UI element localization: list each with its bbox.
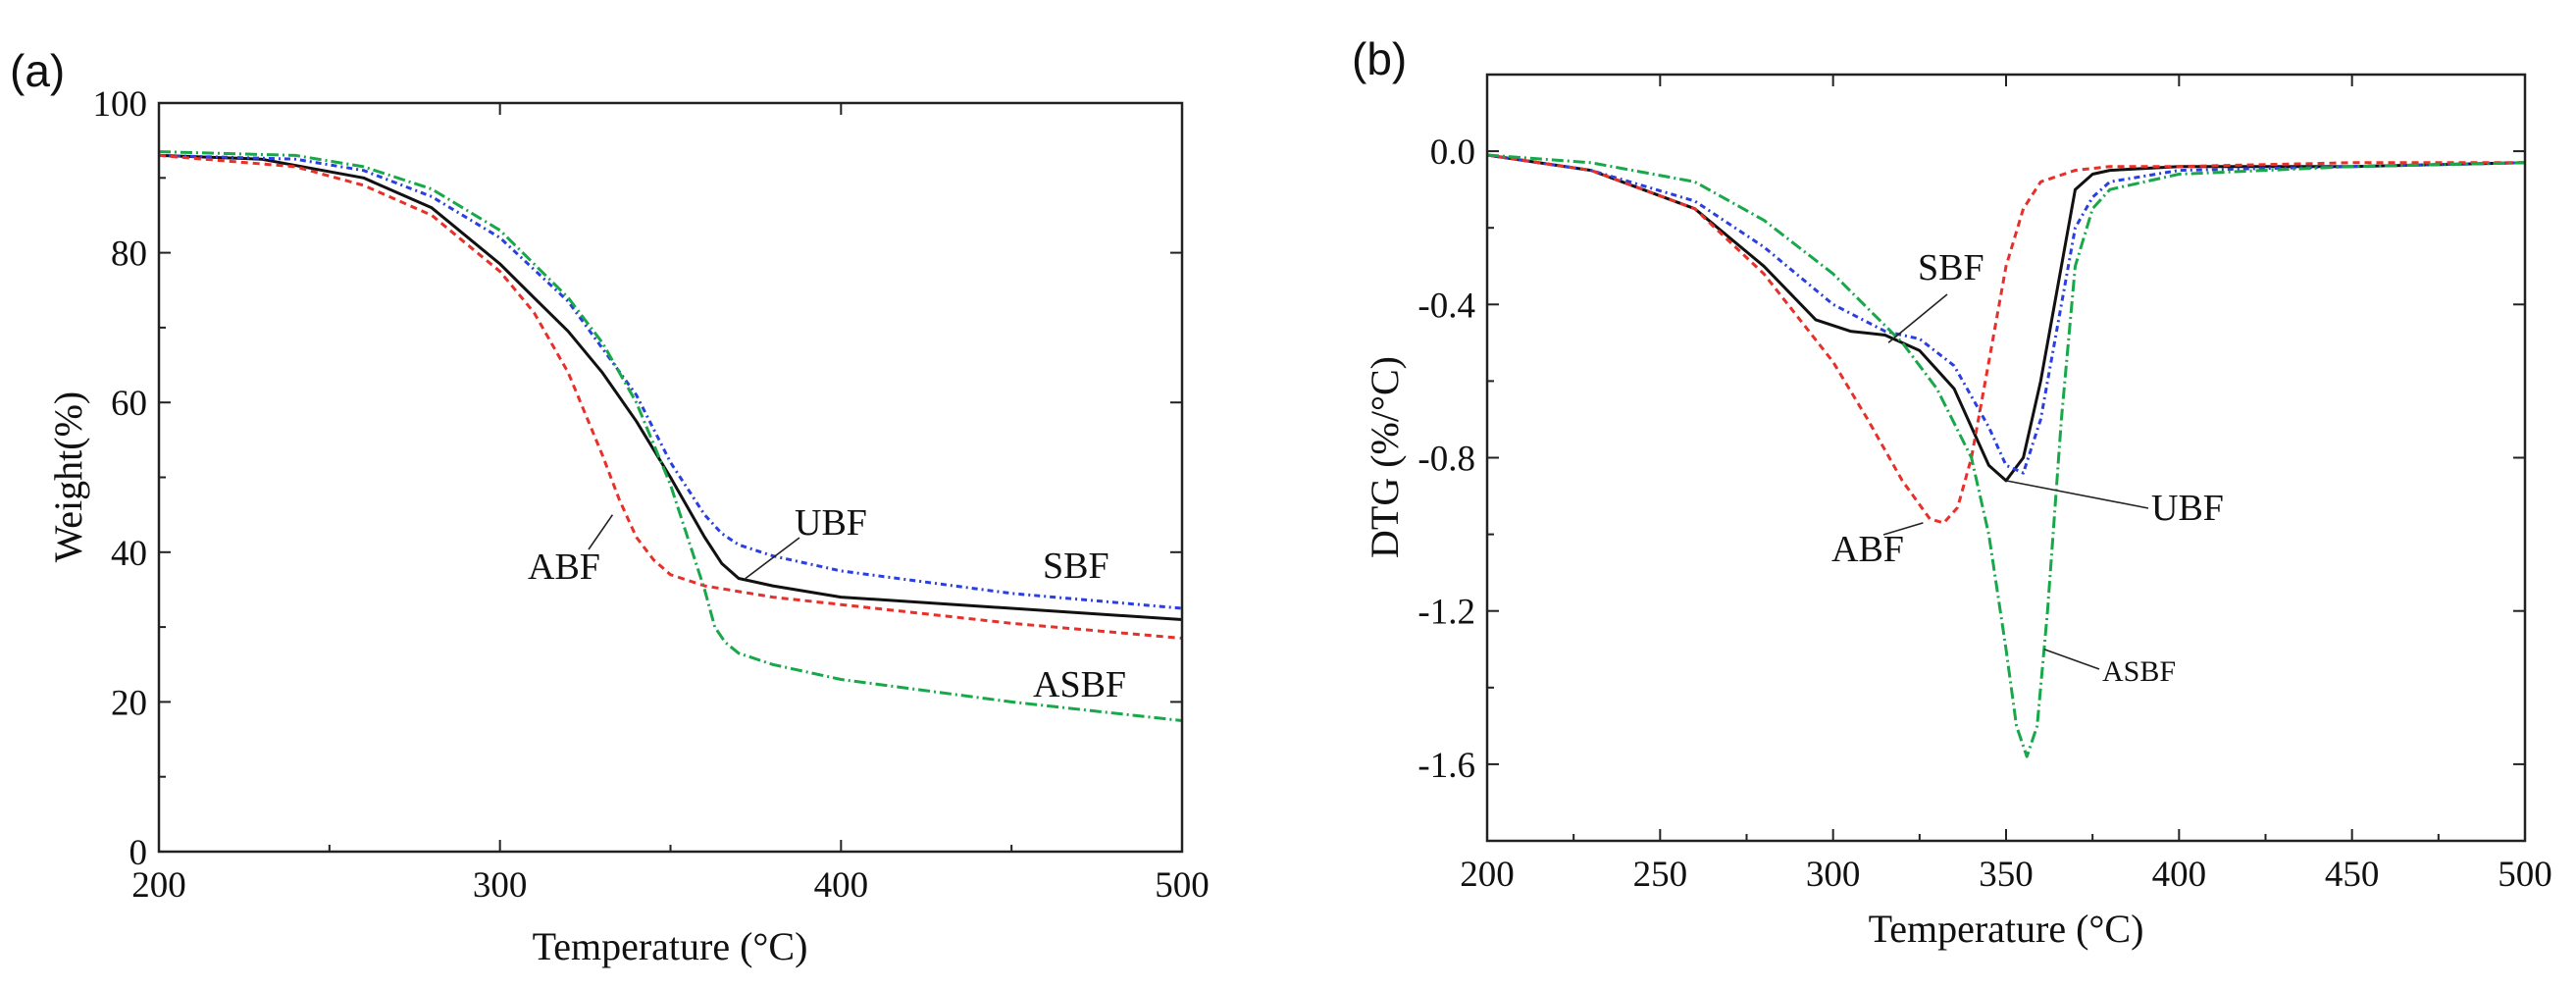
dtg-series-asbf <box>1486 153 2526 758</box>
dtg-y-tick-label: -1.2 <box>1417 593 1475 633</box>
weight-annotation-leaders <box>588 514 800 580</box>
dtg-y-axis-title: DTG (%/°C) <box>1363 356 1407 558</box>
weight-ticks: 200 300 400 500 0 20 40 60 80 100 <box>93 84 1210 906</box>
dtg-x-tick-label: 450 <box>2325 855 2380 895</box>
weight-label-abf: ABF <box>528 547 600 588</box>
dtg-leader-sbf <box>1887 293 1948 343</box>
dtg-annotation-leaders <box>1882 293 2149 670</box>
dtg-x-tick-label: 200 <box>1460 855 1515 895</box>
dtg-label-asbf: ASBF <box>2102 655 2176 688</box>
dtg-series-abf <box>1486 153 2525 525</box>
weight-series-asbf <box>158 150 1183 722</box>
dtg-leader-abf <box>1882 522 1924 536</box>
weight-x-tick-label: 500 <box>1155 865 1210 906</box>
panel-letter-b: (b) <box>1352 33 1407 84</box>
dtg-x-tick-label: 350 <box>1979 855 2034 895</box>
dtg-series-group <box>1486 153 2526 758</box>
dtg-y-tick-label: -0.8 <box>1417 440 1475 480</box>
dtg-y-tick-label: -0.4 <box>1417 286 1475 326</box>
weight-label-asbf: ASBF <box>1033 664 1126 705</box>
dtg-x-tick-label: 500 <box>2498 855 2552 895</box>
dtg-label-sbf: SBF <box>1918 247 1984 288</box>
weight-x-tick-label: 400 <box>814 865 869 906</box>
weight-series-ubf <box>158 153 1183 621</box>
dtg-label-abf: ABF <box>1831 529 1904 570</box>
dtg-ticks: 200 250 300 350 400 450 500 0.0 -0.4 -0.8 -1.2 -1.6 <box>1417 75 2552 895</box>
weight-series-abf <box>158 153 1183 640</box>
dtg-series-sbf <box>1486 153 2526 475</box>
dtg-x-tick-label: 250 <box>1633 855 1688 895</box>
dtg-x-tick-label: 300 <box>1806 855 1861 895</box>
weight-x-tick-label: 300 <box>473 865 528 906</box>
weight-leader-ubf <box>745 537 800 580</box>
dtg-label-ubf: UBF <box>2151 488 2224 529</box>
dtg-y-tick-label: 0.0 <box>1430 132 1475 173</box>
weight-x-axis-title: Temperature (°C) <box>533 924 808 968</box>
weight-y-axis-title: Weight(%) <box>46 391 90 563</box>
weight-series-sbf <box>158 153 1183 610</box>
dtg-series-ubf <box>1486 153 2526 483</box>
weight-chart-panel: (a) 200 300 400 500 0 20 40 60 80 100 Temperature… <box>10 45 1210 968</box>
dtg-y-tick-label: -1.6 <box>1417 746 1475 786</box>
weight-y-tick-label: 60 <box>111 384 147 424</box>
dtg-x-tick-label: 400 <box>2152 855 2207 895</box>
dtg-chart-panel: (b) 200 250 300 350 400 450 500 0.0 -0.4 -0.8 -1.2… <box>1352 33 2552 951</box>
panel-letter-a: (a) <box>10 45 65 96</box>
weight-label-sbf: SBF <box>1043 546 1109 587</box>
weight-label-ubf: UBF <box>795 502 867 544</box>
weight-leader-abf <box>588 514 614 550</box>
weight-x-tick-label: 200 <box>131 865 186 906</box>
weight-y-tick-label: 100 <box>93 84 148 125</box>
weight-y-tick-label: 40 <box>111 534 147 574</box>
weight-series-group <box>158 150 1183 722</box>
dtg-x-axis-title: Temperature (°C) <box>1869 907 2144 951</box>
weight-y-tick-label: 0 <box>129 833 148 873</box>
dtg-leader-ubf <box>2005 480 2149 509</box>
dtg-leader-asbf <box>2043 649 2100 670</box>
weight-y-tick-label: 20 <box>111 683 147 723</box>
weight-y-tick-label: 80 <box>111 234 147 275</box>
